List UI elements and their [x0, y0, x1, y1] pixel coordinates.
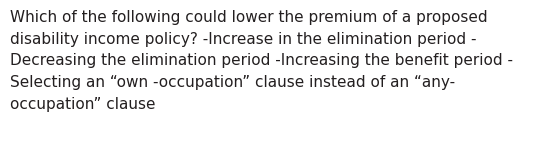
Text: Which of the following could lower the premium of a proposed
disability income p: Which of the following could lower the p…	[10, 10, 513, 112]
